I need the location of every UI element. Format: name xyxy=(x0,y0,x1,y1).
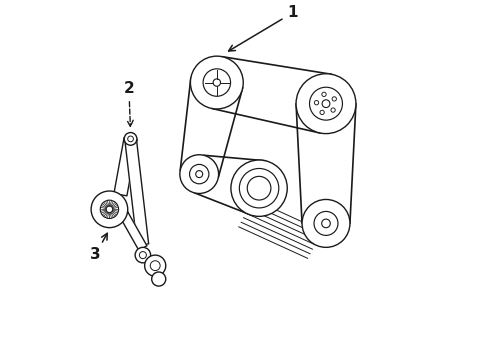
Circle shape xyxy=(321,219,330,228)
Circle shape xyxy=(152,272,166,286)
Circle shape xyxy=(322,92,326,96)
Circle shape xyxy=(135,247,150,263)
Circle shape xyxy=(331,108,335,112)
Circle shape xyxy=(231,160,287,216)
Circle shape xyxy=(145,255,166,276)
Circle shape xyxy=(150,261,160,271)
Circle shape xyxy=(128,136,133,142)
Circle shape xyxy=(247,176,271,200)
Circle shape xyxy=(332,97,337,101)
Circle shape xyxy=(106,206,113,213)
Circle shape xyxy=(203,69,231,96)
Circle shape xyxy=(196,171,203,177)
Circle shape xyxy=(91,191,128,228)
Circle shape xyxy=(296,74,356,134)
Polygon shape xyxy=(125,138,148,245)
Circle shape xyxy=(191,56,243,109)
Circle shape xyxy=(100,200,119,219)
Circle shape xyxy=(124,132,137,145)
Circle shape xyxy=(240,168,279,208)
Polygon shape xyxy=(114,138,137,196)
Circle shape xyxy=(314,211,338,235)
Text: 1: 1 xyxy=(229,5,298,51)
Circle shape xyxy=(213,79,220,86)
Circle shape xyxy=(190,165,209,184)
Circle shape xyxy=(310,87,343,120)
Circle shape xyxy=(322,100,330,108)
Text: 3: 3 xyxy=(90,233,107,262)
Circle shape xyxy=(315,100,318,105)
Circle shape xyxy=(302,199,350,247)
Circle shape xyxy=(139,252,147,258)
Polygon shape xyxy=(120,212,147,250)
Text: 2: 2 xyxy=(123,81,134,126)
Circle shape xyxy=(320,110,324,114)
Circle shape xyxy=(180,155,219,193)
